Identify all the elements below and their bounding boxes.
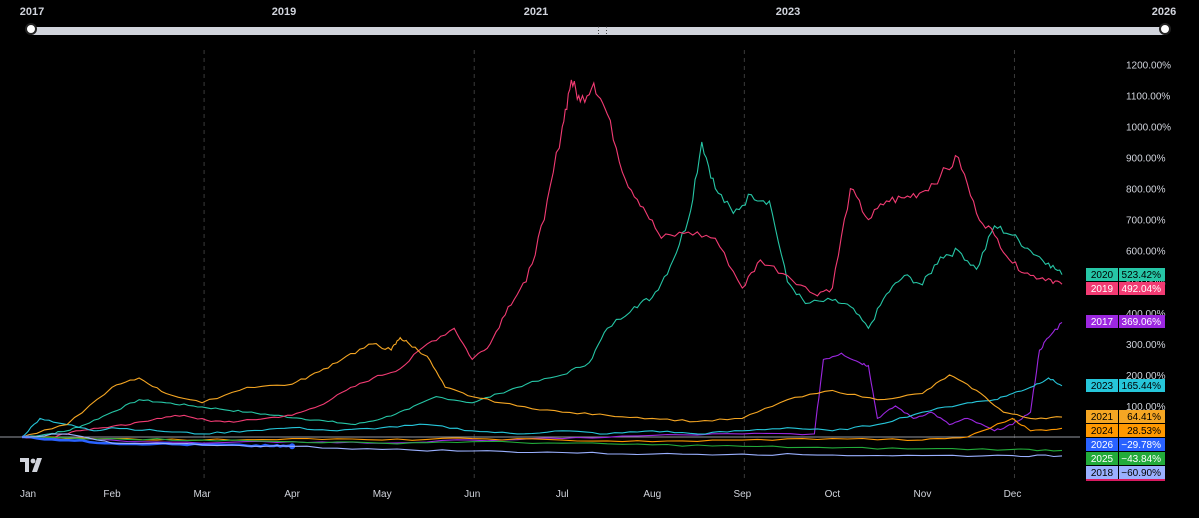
y-tick-label: 900.00% <box>1126 154 1166 165</box>
tradingview-logo-icon <box>20 458 42 472</box>
series-line-2019 <box>21 79 1063 440</box>
range-year-label: 2019 <box>271 6 297 18</box>
range-slider-start-handle[interactable] <box>25 23 37 35</box>
series-last-value-label: 28.53% <box>1127 426 1161 437</box>
x-month-label: Aug <box>643 489 661 500</box>
y-tick-label: 700.00% <box>1126 216 1166 227</box>
y-tick-label: 1100.00% <box>1126 91 1170 102</box>
series-last-value-label: 369.06% <box>1122 317 1162 328</box>
x-month-label: Nov <box>914 489 932 500</box>
y-tick-label: 100.00% <box>1126 402 1166 413</box>
series-value-tag <box>1119 466 1165 479</box>
series-year-label: 2017 <box>1091 317 1114 328</box>
series-last-value-label: −60.90% <box>1121 468 1161 479</box>
series-year-label: 2025 <box>1091 454 1114 465</box>
series-year-label: 2021 <box>1091 412 1114 423</box>
series-line-2021 <box>21 336 1063 438</box>
series-year-label: 2019 <box>1091 284 1114 295</box>
series-year-tag <box>1086 268 1118 281</box>
seasonality-chart: 1200.00% 1100.00% 1000.00% 900.00% 800.00% 70… <box>0 50 1171 500</box>
x-month-label: Jun <box>464 489 480 500</box>
y-tick-label: 200.00% <box>1126 371 1166 382</box>
series-year-tag <box>1086 315 1118 328</box>
x-month-label: Feb <box>103 489 121 500</box>
y-tick-label: 1200.00% <box>1126 60 1171 71</box>
series-line-2018 <box>22 433 1063 458</box>
series-last-value-label: 165.44% <box>1122 381 1162 392</box>
series-year-label: 2026 <box>1091 440 1114 451</box>
series-line-2017 <box>21 321 1063 444</box>
range-year-label: 2017 <box>19 6 45 18</box>
series-value-tag <box>1119 268 1165 281</box>
range-slider-end-handle[interactable] <box>1159 23 1171 35</box>
series-year-label: 2024 <box>1091 426 1114 437</box>
x-month-label: May <box>373 489 392 500</box>
range-year-label: 2021 <box>523 6 549 18</box>
range-year-label: 2026 <box>1151 6 1177 18</box>
series-year-label: 2018 <box>1091 468 1114 479</box>
x-month-label: Jul <box>556 489 569 500</box>
y-tick-label: 1000.00% <box>1126 123 1171 134</box>
series-year-tag <box>1086 466 1118 479</box>
tag-underline <box>1086 479 1165 481</box>
x-month-label: Apr <box>284 489 300 500</box>
x-month-label: Sep <box>733 489 751 500</box>
series-line-2023 <box>21 377 1063 438</box>
series-year-tag <box>1086 379 1118 392</box>
series-value-tag <box>1119 438 1165 451</box>
series-last-value-label: 523.42% <box>1122 270 1162 281</box>
series-value-tag <box>1119 315 1165 328</box>
series-line-2020 <box>21 141 1063 438</box>
series-year-label: 2020 <box>1091 270 1114 281</box>
x-month-label: Mar <box>193 489 211 500</box>
y-tick-label: 800.00% <box>1126 185 1166 196</box>
series-last-value-label: 64.41% <box>1127 412 1161 423</box>
range-slider-track[interactable] <box>31 27 1165 35</box>
series-year-tag <box>1086 438 1118 451</box>
series-line-2025 <box>21 436 1063 452</box>
x-month-label: Jan <box>20 489 36 500</box>
series-value-tag <box>1119 282 1165 295</box>
series-value-tag <box>1119 424 1165 437</box>
series-last-value-label: 492.04% <box>1122 284 1162 295</box>
y-tick-label: 400.00% <box>1126 309 1166 320</box>
series-value-tag <box>1119 410 1165 423</box>
series-year-tag <box>1086 282 1118 295</box>
range-year-label: 2023 <box>775 6 801 18</box>
drag-grip-icon[interactable]: ⋮⋮ <box>594 25 611 35</box>
series-year-label: 2023 <box>1091 381 1114 392</box>
series-year-tag <box>1086 410 1118 423</box>
series-last-value-label: −29.78% <box>1121 440 1161 451</box>
series-last-value-label: −43.84% <box>1121 454 1161 465</box>
series-value-tag <box>1119 379 1165 392</box>
series-year-tag <box>1086 452 1118 465</box>
series-year-tag <box>1086 424 1118 437</box>
series-value-tag <box>1119 452 1165 465</box>
y-tick-label: 300.00% <box>1126 340 1166 351</box>
x-month-label: Dec <box>1004 489 1022 500</box>
y-tick-label: 600.00% <box>1126 247 1166 258</box>
x-month-label: Oct <box>825 489 841 500</box>
